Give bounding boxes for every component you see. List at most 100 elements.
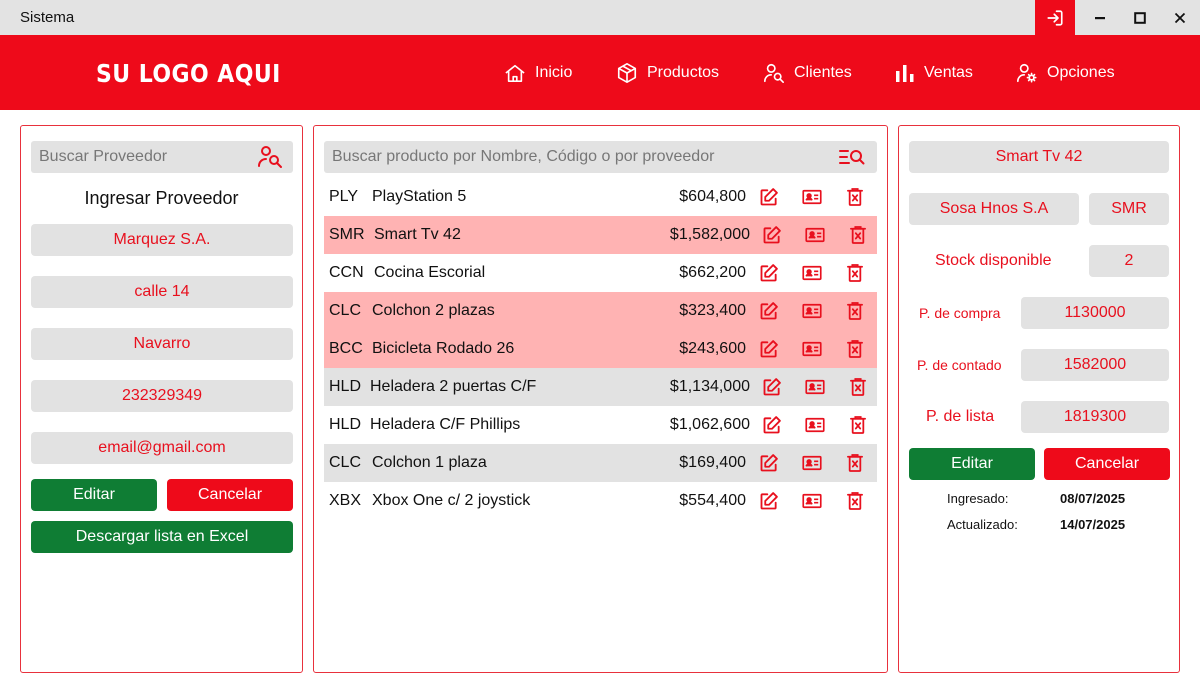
product-row[interactable]: CLC Colchon 2 plazas $323,400 [324,292,877,330]
download-excel-button[interactable]: Descargar lista en Excel [31,521,293,553]
delete-product-button[interactable] [848,225,868,245]
delete-product-button[interactable] [845,491,865,511]
product-row[interactable]: XBX Xbox One c/ 2 joystick $554,400 [324,482,877,520]
maximize-button[interactable] [1120,0,1160,35]
view-product-button[interactable] [802,301,822,321]
product-supplier-field[interactable]: Sosa Hnos S.A [909,193,1079,225]
supplier-edit-button[interactable]: Editar [31,479,157,511]
supplier-contact-field[interactable]: Navarro [31,328,293,360]
product-code: HLD [329,378,362,395]
view-product-button[interactable] [805,377,825,397]
list-search-icon [839,150,865,165]
edit-product-button[interactable] [762,377,782,397]
maximize-icon [1134,11,1146,24]
product-code: CCN [329,264,364,281]
product-code-field[interactable]: SMR [1089,193,1169,225]
trash-icon [847,188,863,206]
product-code: SMR [329,226,365,243]
product-name: Colchon 2 plazas [372,302,495,319]
product-row[interactable]: HLD Heladera C/F Phillips $1,062,600 [324,406,877,444]
view-product-button[interactable] [802,187,822,207]
product-cancel-button[interactable]: Cancelar [1044,448,1170,480]
edit-product-button[interactable] [759,339,779,359]
product-code: CLC [329,454,362,471]
created-label: Ingresado: [947,491,1009,506]
edit-product-button[interactable] [762,415,782,435]
product-row[interactable]: SMR Smart Tv 42 $1,582,000 [324,216,877,254]
supplier-search [31,141,293,173]
product-row[interactable]: CLC Colchon 1 plaza $169,400 [324,444,877,482]
view-product-button[interactable] [805,225,825,245]
supplier-address-field[interactable]: calle 14 [31,276,293,308]
supplier-form-heading: Ingresar Proveedor [84,188,239,208]
product-row[interactable]: PLY PlayStation 5 $604,800 [324,178,877,216]
nav-ventas[interactable]: Ventas [895,62,973,84]
supplier-name-field[interactable]: Marquez S.A. [31,224,293,256]
nav-opciones[interactable]: Opciones [1016,62,1115,84]
id-card-icon [802,189,822,205]
supplier-email-field[interactable]: email@gmail.com [31,432,293,464]
purchase-price-field[interactable]: 1130000 [1021,297,1169,329]
edit-product-button[interactable] [759,491,779,511]
product-code: XBX [329,492,362,509]
supplier-search-button[interactable] [257,145,283,169]
edit-icon [760,340,778,358]
view-product-button[interactable] [802,339,822,359]
cash-price-field[interactable]: 1582000 [1021,349,1169,381]
list-price-label: P. de lista [926,408,995,425]
id-card-icon [802,265,822,281]
stock-field[interactable]: 2 [1089,245,1169,277]
view-product-button[interactable] [805,415,825,435]
trash-icon [847,492,863,510]
supplier-phone-field[interactable]: 232329349 [31,380,293,412]
product-price: $662,200 [679,264,746,281]
edit-icon [760,454,778,472]
product-name: Smart Tv 42 [374,226,461,243]
view-product-button[interactable] [802,491,822,511]
view-product-button[interactable] [802,453,822,473]
product-row[interactable]: CCN Cocina Escorial $662,200 [324,254,877,292]
nav-clientes[interactable]: Clientes [763,62,852,84]
edit-product-button[interactable] [759,453,779,473]
edit-icon [763,226,781,244]
close-button[interactable] [1160,0,1200,35]
minimize-button[interactable] [1080,0,1120,35]
product-edit-button[interactable]: Editar [909,448,1035,480]
updated-label: Actualizado: [947,517,1018,532]
updated-date: 14/07/2025 [1060,517,1126,532]
delete-product-button[interactable] [845,301,865,321]
product-price: $1,062,600 [669,416,750,433]
product-code: PLY [329,188,359,205]
edit-product-button[interactable] [759,263,779,283]
product-row[interactable]: HLD Heladera 2 puertas C/F $1,134,000 [324,368,877,406]
supplier-cancel-button[interactable]: Cancelar [167,479,293,511]
product-search-button[interactable] [839,148,865,166]
view-product-button[interactable] [802,263,822,283]
edit-product-button[interactable] [759,187,779,207]
delete-product-button[interactable] [845,453,865,473]
edit-product-button[interactable] [762,225,782,245]
delete-product-button[interactable] [848,415,868,435]
user-search-icon [764,63,784,83]
edit-product-button[interactable] [759,301,779,321]
product-name: Cocina Escorial [374,264,486,281]
logout-button[interactable] [1035,0,1075,35]
delete-product-button[interactable] [848,377,868,397]
nav-inicio[interactable]: Inicio [504,62,572,84]
product-search-input[interactable] [324,148,839,166]
user-search-icon [258,146,282,168]
list-price-field[interactable]: 1819300 [1021,401,1169,433]
delete-product-button[interactable] [845,339,865,359]
nav-productos[interactable]: Productos [616,62,719,84]
product-name-field[interactable]: Smart Tv 42 [909,141,1169,173]
delete-product-button[interactable] [845,187,865,207]
delete-product-button[interactable] [845,263,865,283]
nav-label: Productos [647,64,720,81]
product-row[interactable]: BCC Bicicleta Rodado 26 $243,600 [324,330,877,368]
product-detail-panel: Smart Tv 42 Sosa Hnos S.A SMR Stock disp… [898,125,1180,673]
edit-icon [760,492,778,510]
id-card-icon [805,379,825,395]
product-code: BCC [329,340,363,357]
supplier-search-input[interactable] [31,148,257,166]
id-card-icon [802,455,822,471]
